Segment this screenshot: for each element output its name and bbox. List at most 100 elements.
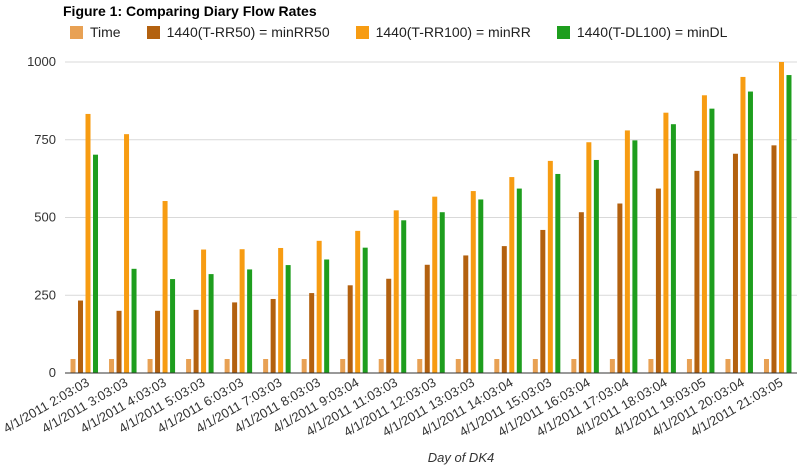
bar <box>624 130 630 373</box>
legend-swatch-mindl <box>556 25 570 39</box>
bar <box>247 269 253 373</box>
bar <box>155 310 161 373</box>
bar <box>193 309 199 373</box>
bar <box>224 359 230 373</box>
bar <box>386 278 392 373</box>
bar <box>316 240 322 373</box>
bar <box>401 220 407 373</box>
bar <box>648 359 654 373</box>
bar <box>609 359 615 373</box>
bar <box>532 359 538 373</box>
bar <box>455 359 461 373</box>
bar <box>509 177 515 373</box>
bar <box>670 124 676 373</box>
bar <box>432 196 438 373</box>
bar <box>186 359 192 373</box>
bar <box>170 279 176 373</box>
bar <box>78 300 84 373</box>
x-axis-label: Day of DK4 <box>428 450 494 465</box>
bar <box>593 159 599 373</box>
legend-swatch-minrr <box>355 25 369 39</box>
y-tick-label: 750 <box>34 132 56 147</box>
bar <box>355 230 361 373</box>
bar <box>578 212 584 373</box>
bar <box>417 359 423 373</box>
x-axis-ticks: 4/1/2011 2:03:034/1/2011 3:03:034/1/2011… <box>1 375 786 440</box>
y-axis-ticks: 0 250 500 750 1000 <box>27 54 56 380</box>
bar <box>740 76 746 373</box>
legend-label-minrr50: 1440(T-RR50) = minRR50 <box>166 24 330 40</box>
y-tick-label: 250 <box>34 287 56 302</box>
y-tick-label: 500 <box>34 210 56 225</box>
bar <box>285 265 291 373</box>
bar <box>694 170 700 373</box>
bar <box>309 293 315 373</box>
bar <box>201 249 207 373</box>
legend-label-mindl: 1440(T-DL100) = minDL <box>576 24 728 40</box>
legend-item-time: Time <box>70 24 121 40</box>
bar <box>378 359 384 373</box>
legend-swatch-time <box>70 25 83 39</box>
bar <box>478 199 484 373</box>
bar <box>725 359 731 373</box>
legend-item-minrr: 1440(T-RR100) = minRR <box>355 24 531 40</box>
bar <box>463 255 469 373</box>
bar <box>93 154 99 373</box>
bar <box>686 359 692 373</box>
bar <box>162 201 168 373</box>
bar <box>124 134 130 373</box>
bar <box>655 188 661 373</box>
bar <box>571 359 577 373</box>
bar <box>131 268 137 373</box>
legend-label-time: Time <box>90 24 121 40</box>
bar <box>70 359 76 373</box>
bar <box>516 188 522 373</box>
bar <box>786 75 792 373</box>
bar <box>763 359 769 373</box>
bar <box>732 153 738 373</box>
legend-label-minrr: 1440(T-RR100) = minRR <box>375 24 531 40</box>
bar <box>470 191 476 373</box>
bar <box>424 264 430 373</box>
y-tick-label: 1000 <box>27 54 56 69</box>
legend: Time 1440(T-RR50) = minRR50 1440(T-RR100… <box>70 24 753 40</box>
bar <box>540 229 546 373</box>
bar <box>547 160 553 373</box>
bar <box>239 249 245 373</box>
bar <box>393 210 399 373</box>
bar <box>270 298 276 373</box>
bar <box>663 112 669 374</box>
bar <box>85 113 91 373</box>
bar <box>555 173 561 373</box>
bar <box>278 247 284 373</box>
legend-item-mindl: 1440(T-DL100) = minDL <box>556 24 728 40</box>
bar <box>208 274 214 373</box>
bar <box>494 359 500 373</box>
bars <box>70 62 792 374</box>
bar <box>147 359 153 373</box>
bar <box>701 95 707 373</box>
bar <box>301 359 307 373</box>
bar <box>347 285 353 373</box>
bar <box>617 203 623 373</box>
chart-title: Figure 1: Comparing Diary Flow Rates <box>63 3 317 19</box>
bar <box>340 359 346 373</box>
bar <box>439 212 445 373</box>
bar <box>778 62 784 373</box>
bar <box>709 108 715 374</box>
bar <box>632 140 638 373</box>
bar <box>747 91 753 374</box>
y-tick-label: 0 <box>49 365 56 380</box>
bar <box>109 359 115 373</box>
bar <box>362 247 368 373</box>
bar <box>116 310 122 373</box>
bar <box>263 359 269 373</box>
bar <box>232 302 238 373</box>
bar <box>324 259 330 373</box>
bar <box>771 145 777 373</box>
legend-swatch-minrr50 <box>146 25 160 39</box>
legend-item-minrr50: 1440(T-RR50) = minRR50 <box>146 24 330 40</box>
bar <box>586 142 592 373</box>
bar <box>501 246 507 373</box>
